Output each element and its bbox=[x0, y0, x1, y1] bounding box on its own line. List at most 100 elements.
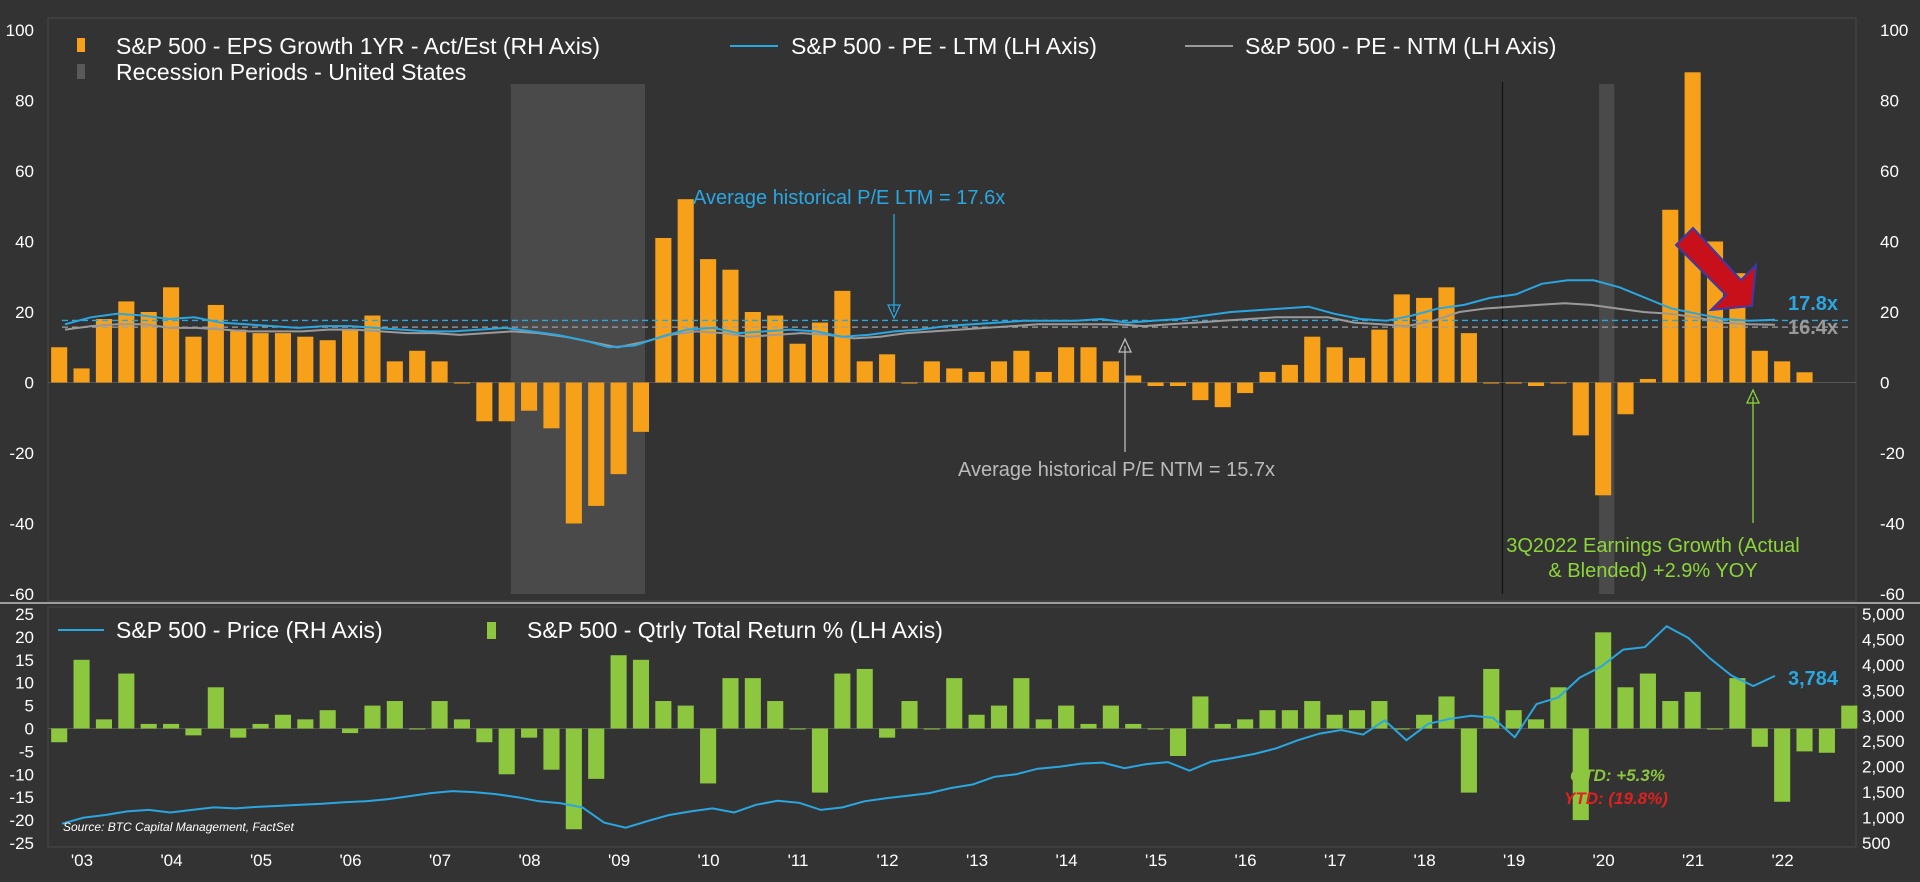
eps-bar bbox=[1281, 364, 1298, 383]
return-bar bbox=[946, 678, 963, 729]
top-plot-border bbox=[47, 17, 1857, 602]
return-bar bbox=[1841, 705, 1858, 729]
return-bar bbox=[1796, 728, 1813, 752]
pe-ltm-line bbox=[64, 279, 1776, 349]
eps-bar bbox=[1169, 382, 1187, 387]
y-tick-left: -60 bbox=[9, 585, 34, 604]
return-bar bbox=[1639, 673, 1656, 729]
x-tick: '03 bbox=[71, 851, 93, 870]
x-tick: '20 bbox=[1593, 851, 1615, 870]
eps-bar bbox=[632, 382, 650, 432]
qtd-annotation: QTD: +5.3% bbox=[1570, 766, 1665, 785]
y-tick-left: 25 bbox=[15, 605, 34, 624]
eps-growth-bars bbox=[51, 72, 1813, 524]
y-tick-right: 0 bbox=[1880, 374, 1889, 393]
eps-arrow-head bbox=[1745, 388, 1761, 404]
return-bar bbox=[230, 728, 247, 738]
return-bar bbox=[1774, 728, 1791, 802]
eps-bar bbox=[1639, 378, 1656, 383]
eps-bar bbox=[722, 269, 739, 383]
y-tick-left: -20 bbox=[9, 811, 34, 830]
x-tick: '07 bbox=[429, 851, 451, 870]
eps-bar bbox=[207, 304, 224, 383]
return-bar bbox=[1281, 710, 1298, 729]
return-bar bbox=[1460, 728, 1477, 793]
eps-bar bbox=[431, 361, 448, 383]
y-tick-right: 20 bbox=[1880, 303, 1899, 322]
return-bar bbox=[1102, 705, 1119, 729]
legend-label-pe-ntm: S&P 500 - PE - NTM (LH Axis) bbox=[1245, 33, 1556, 59]
return-bar bbox=[1147, 728, 1164, 730]
return-bar bbox=[1348, 710, 1366, 729]
return-bar bbox=[1706, 728, 1724, 730]
x-tick: '06 bbox=[339, 851, 361, 870]
y-tick-left: 0 bbox=[25, 720, 34, 739]
eps-bar bbox=[1304, 336, 1321, 383]
y-tick-right: 500 bbox=[1862, 834, 1890, 853]
eps-bar bbox=[1505, 382, 1522, 384]
return-bar bbox=[1438, 696, 1455, 729]
eps-bar bbox=[297, 336, 314, 383]
return-bar bbox=[901, 701, 918, 729]
y-tick-left: -40 bbox=[9, 515, 34, 534]
pe-lines bbox=[64, 279, 1776, 349]
return-bar bbox=[498, 728, 515, 775]
eps-bar bbox=[1147, 382, 1164, 387]
eps-bar bbox=[767, 315, 784, 383]
y-tick-right: 5,000 bbox=[1862, 605, 1905, 624]
eps-bar bbox=[1348, 357, 1366, 383]
eps-bar bbox=[543, 382, 560, 429]
quarterly-return-bars bbox=[51, 632, 1858, 830]
return-bar bbox=[118, 673, 135, 729]
return-bar bbox=[1595, 632, 1612, 729]
return-bar bbox=[1751, 728, 1768, 747]
eps-bar bbox=[1438, 287, 1455, 383]
return-bar bbox=[1818, 728, 1835, 753]
return-bar bbox=[968, 714, 985, 729]
y-tick-left: -10 bbox=[9, 765, 34, 784]
eps-bar bbox=[1416, 297, 1433, 383]
return-bar bbox=[990, 705, 1008, 729]
return-bar bbox=[1617, 687, 1634, 729]
eps-bar bbox=[521, 382, 538, 411]
return-bar bbox=[431, 701, 448, 729]
eps-annotation-line1: 3Q2022 Earnings Growth (Actual bbox=[1506, 535, 1800, 557]
eps-bar bbox=[51, 347, 68, 383]
return-bar bbox=[185, 728, 202, 736]
return-bar bbox=[610, 655, 627, 729]
eps-bar bbox=[811, 322, 829, 383]
return-bar bbox=[588, 728, 605, 779]
eps-bar bbox=[118, 301, 135, 383]
y-tick-left: 15 bbox=[15, 651, 34, 670]
y-tick-right: 1,000 bbox=[1862, 809, 1905, 828]
eps-bar bbox=[1013, 350, 1030, 383]
x-tick: '11 bbox=[788, 851, 809, 870]
ltm-arrow-head bbox=[886, 304, 902, 320]
eps-bar bbox=[1326, 347, 1343, 383]
return-bar bbox=[1125, 723, 1142, 729]
y-tick-left: 20 bbox=[15, 628, 34, 647]
eps-bar bbox=[923, 361, 940, 383]
price-end-label: 3,784 bbox=[1788, 668, 1839, 690]
eps-bar bbox=[610, 382, 627, 475]
eps-bar bbox=[364, 315, 381, 383]
return-bar bbox=[1572, 728, 1589, 821]
legend-swatch-return bbox=[487, 622, 496, 639]
eps-bar bbox=[1080, 347, 1097, 383]
legend-swatch-eps bbox=[77, 38, 85, 52]
return-bar bbox=[1662, 701, 1679, 729]
return-bar bbox=[1259, 710, 1276, 729]
eps-bar bbox=[1796, 372, 1813, 383]
source-note: Source: BTC Capital Management, FactSet bbox=[63, 820, 294, 834]
return-bar bbox=[51, 728, 68, 743]
eps-bar bbox=[1259, 371, 1276, 383]
y-tick-right: 4,000 bbox=[1862, 656, 1905, 675]
return-bar bbox=[1080, 723, 1097, 729]
return-bar bbox=[1013, 678, 1030, 729]
avg-ltm-annotation: Average historical P/E LTM = 17.6x bbox=[693, 187, 1005, 209]
return-bar bbox=[789, 728, 806, 730]
eps-bar bbox=[1662, 209, 1679, 383]
eps-bar bbox=[476, 382, 493, 422]
